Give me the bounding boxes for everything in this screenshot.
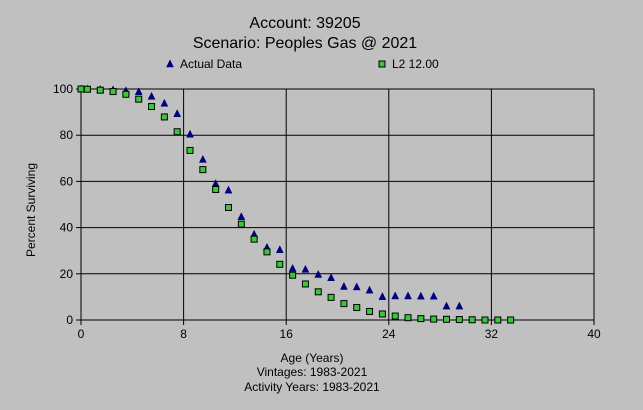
l2-curve-point (186, 146, 194, 154)
vintages-note: Vintages: 1983-2021 (257, 365, 368, 379)
l2-curve-point (148, 103, 156, 111)
l2-curve-point (366, 307, 374, 315)
grid-lines (81, 89, 594, 320)
legend: Actual Data L2 12.00 (166, 57, 439, 71)
l2-curve-point (224, 204, 232, 212)
y-tick-label: 40 (60, 221, 74, 235)
y-axis-label: Percent Surviving (24, 163, 38, 257)
actual-data-point (365, 285, 374, 294)
actual-data-point (301, 264, 310, 273)
legend-item: L2 12.00 (378, 57, 439, 71)
l2-curve-point (301, 280, 309, 288)
l2-curve-point (391, 312, 399, 320)
l2-curve-point (314, 288, 322, 296)
actual-data-point (275, 245, 284, 254)
y-tick-label: 0 (66, 313, 73, 327)
actual-data-point (134, 87, 143, 96)
l2-curve-point (212, 185, 220, 193)
actual-data-point (160, 98, 169, 107)
legend-marker (378, 60, 386, 68)
y-tick-label: 80 (60, 128, 74, 142)
actual-data-point (352, 282, 361, 291)
x-axis-label: Age (Years) (281, 351, 344, 365)
l2-curve-point (122, 90, 130, 98)
l2-curve-point (83, 85, 91, 93)
l2-curve-point (507, 316, 515, 324)
l2-curve-point (494, 316, 502, 324)
actual-data-point (416, 291, 425, 300)
x-tick-label: 16 (280, 327, 294, 341)
l2-curve-point (353, 304, 361, 312)
l2-curve-point (378, 310, 386, 318)
actual-data-point (173, 109, 182, 117)
y-tick-label: 60 (60, 174, 74, 188)
l2-curve-point (77, 85, 85, 93)
l2-curve-point (417, 315, 425, 323)
l2-curve-point (276, 260, 284, 268)
x-tick-label: 8 (180, 327, 187, 341)
actual-data-point (186, 129, 194, 138)
legend-marker (166, 59, 174, 68)
actual-data-point (455, 301, 464, 310)
actual-data-point (391, 291, 400, 300)
l2-curve-point (160, 113, 168, 121)
y-tick-label: 20 (60, 267, 74, 281)
l2-curve-point (263, 248, 271, 256)
l2-curve-point (199, 166, 207, 174)
actual-data-point (378, 292, 387, 300)
actual-data-point (198, 154, 207, 163)
legend-label: Actual Data (180, 57, 242, 71)
activity-years-note: Activity Years: 1983-2021 (244, 380, 380, 394)
legend-label: L2 12.00 (392, 57, 439, 71)
x-axis-ticks: 0 8 16 24 32 40 (78, 320, 601, 341)
actual-data-point (224, 185, 233, 194)
x-tick-label: 0 (78, 327, 85, 341)
chart-subtitle: Scenario: Peoples Gas @ 2021 (193, 35, 417, 52)
actual-data-point (327, 273, 335, 281)
l2-curve-point (96, 86, 104, 94)
l2-curve-point (340, 300, 348, 308)
l2-curve-point (327, 293, 335, 301)
l2-curve-point (250, 235, 258, 243)
legend-item: Actual Data (166, 57, 242, 71)
chart-title: Account: 39205 (249, 15, 360, 32)
actual-data-point (442, 301, 451, 310)
l2-curve-point (135, 95, 143, 103)
series-l2-curve (77, 85, 515, 324)
actual-data-point (340, 281, 348, 290)
actual-data-point (288, 263, 297, 272)
actual-data-point (404, 291, 412, 300)
actual-data-point (147, 91, 156, 100)
l2-curve-point (468, 316, 476, 324)
l2-curve-point (404, 314, 412, 322)
y-tick-label: 100 (53, 82, 73, 96)
l2-curve-point (109, 88, 117, 96)
y-axis-ticks: 0 20 40 60 80 100 (53, 82, 81, 327)
x-tick-label: 40 (587, 327, 601, 341)
l2-curve-point (237, 220, 245, 228)
actual-data-point (314, 269, 323, 278)
l2-curve-point (430, 315, 438, 323)
l2-curve-point (455, 316, 463, 324)
l2-curve-point (289, 271, 297, 279)
x-tick-label: 24 (382, 327, 396, 341)
l2-curve-point (443, 315, 451, 323)
data-points (77, 84, 515, 324)
actual-data-point (237, 212, 246, 220)
l2-curve-point (173, 128, 181, 136)
l2-curve-point (481, 316, 489, 324)
x-tick-label: 32 (485, 327, 499, 341)
plot-area (80, 88, 595, 321)
actual-data-point (429, 291, 438, 300)
